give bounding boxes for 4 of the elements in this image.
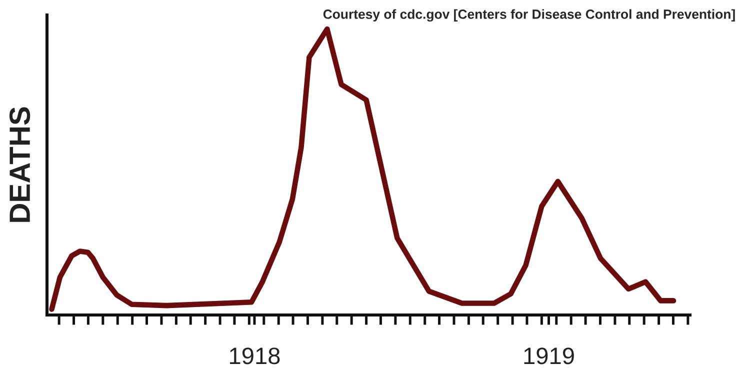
y-axis-title: DEATHS bbox=[9, 107, 30, 222]
text: Courtesy of cdc.gov [Centers for Disease Control and Prevention] bbox=[323, 9, 735, 22]
x-tick-label: 1918 bbox=[230, 348, 280, 364]
x-tick-label: 1919 bbox=[524, 348, 574, 364]
